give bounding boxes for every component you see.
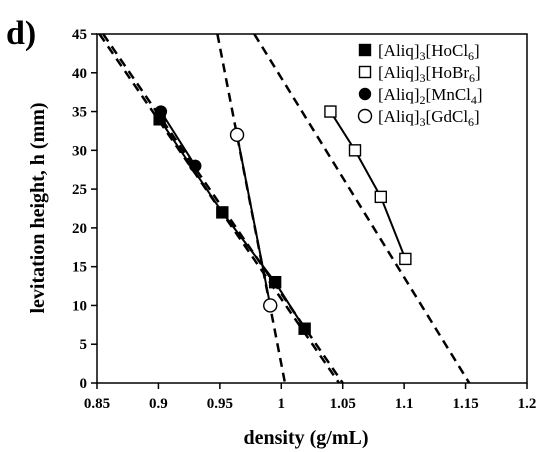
y-axis-label: levitation height, h (mm) <box>27 102 49 313</box>
legend-marker <box>358 43 372 57</box>
x-tick-label: 0.9 <box>149 396 168 412</box>
x-tick-label: 1.1 <box>395 396 414 412</box>
y-tick-label: 10 <box>72 298 87 314</box>
y-tick-label: 20 <box>72 221 87 237</box>
x-tick-label: 1.2 <box>518 396 537 412</box>
y-tick-label: 35 <box>72 105 87 121</box>
legend-text: [HoCl <box>426 41 469 60</box>
legend-marker <box>358 65 372 79</box>
legend-subscript: 4 <box>471 93 477 107</box>
series-line <box>160 111 197 167</box>
y-tick-label: 40 <box>72 66 87 82</box>
legend-subscript: 6 <box>468 49 474 63</box>
data-point <box>263 298 278 313</box>
data-point <box>268 275 282 289</box>
legend-entry: [Aliq]3[HoCl6] <box>378 41 480 63</box>
y-tick-label: 5 <box>80 337 88 353</box>
data-point <box>324 105 337 118</box>
legend-entry: [Aliq]2[MnCl4] <box>378 85 483 107</box>
series-line <box>236 134 272 306</box>
x-axis-ticks: 0.85 0.9 0.95 1 1.05 1.1 1.15 1.2 <box>84 383 537 412</box>
data-point <box>374 190 387 204</box>
legend-text: ] <box>474 41 480 60</box>
legend-text: [Aliq] <box>378 41 420 60</box>
legend-subscript: 6 <box>468 115 474 129</box>
x-tick-label: 1.15 <box>452 396 478 412</box>
x-tick-label: 1 <box>278 396 286 412</box>
y-tick-label: 15 <box>72 260 87 276</box>
legend-subscript: 2 <box>420 93 426 107</box>
x-axis-label: density (g/mL) <box>244 427 369 449</box>
y-tick-label: 25 <box>72 182 87 198</box>
x-tick-label: 0.95 <box>207 396 233 412</box>
x-tick-label: 0.85 <box>84 396 110 412</box>
legend-text: ] <box>474 107 480 126</box>
y-tick-label: 30 <box>72 143 87 159</box>
data-point <box>399 252 412 266</box>
data-point <box>348 144 362 157</box>
y-tick-label: 0 <box>80 376 88 392</box>
x-tick-label: 1.05 <box>330 396 356 412</box>
legend-entry: [Aliq]3[HoBr6] <box>378 63 481 85</box>
legend-subscript: 3 <box>420 115 426 129</box>
legend-text: [MnCl <box>426 85 472 104</box>
legend-marker <box>358 87 372 101</box>
extrapolation-line <box>253 34 471 383</box>
y-tick-label: 45 <box>72 27 87 43</box>
legend-subscript: 6 <box>469 71 475 85</box>
legend-text: [Aliq] <box>378 107 420 126</box>
data-point <box>229 127 245 143</box>
data-point <box>298 322 311 335</box>
data-markers <box>153 105 412 335</box>
legend-text: [Aliq] <box>378 85 420 104</box>
legend-subscript: 3 <box>420 49 426 63</box>
data-point <box>154 105 168 118</box>
legend-entry: [Aliq]3[GdCl6] <box>378 107 480 129</box>
legend-text: [Aliq] <box>378 63 420 82</box>
data-point <box>216 206 229 219</box>
panel-label: d) <box>6 15 36 52</box>
plot-frame <box>96 33 528 384</box>
legend-subscript: 3 <box>420 71 426 85</box>
series-line <box>329 111 407 260</box>
legend-text: [GdCl <box>426 107 469 126</box>
legend-text: ] <box>477 85 483 104</box>
legend: [Aliq]3[HoCl6][Aliq]3[HoBr6][Aliq]2[MnCl… <box>357 41 483 129</box>
data-point <box>189 159 202 173</box>
y-axis-ticks: 0 5 10 15 20 25 30 35 40 45 <box>72 27 97 392</box>
legend-marker <box>357 108 373 124</box>
legend-text: ] <box>475 63 481 82</box>
legend-text: [HoBr <box>426 63 470 82</box>
